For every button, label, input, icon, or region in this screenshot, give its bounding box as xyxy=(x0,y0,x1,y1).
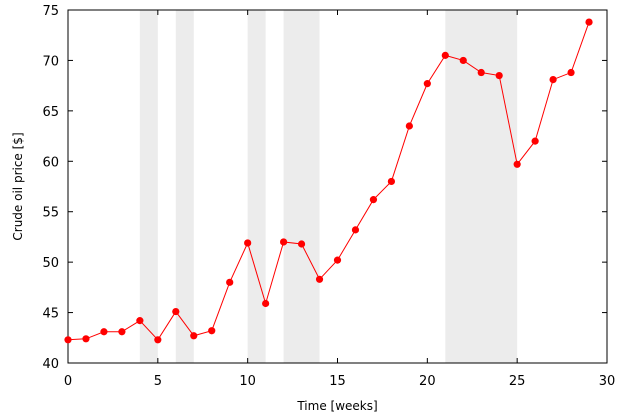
y-tick-label: 75 xyxy=(42,4,59,19)
data-point xyxy=(333,256,342,264)
series-group xyxy=(64,18,593,344)
shaded-interval xyxy=(283,10,320,363)
data-point xyxy=(280,238,288,246)
data-point xyxy=(297,240,306,248)
data-point xyxy=(405,122,413,130)
data-point xyxy=(369,196,378,204)
data-point xyxy=(244,239,252,247)
shaded-interval xyxy=(247,10,266,363)
shaded-interval xyxy=(139,10,158,363)
x-tick-label: 25 xyxy=(509,374,526,389)
x-tick-label: 5 xyxy=(154,374,162,389)
x-tick-label: 20 xyxy=(419,374,436,389)
data-point xyxy=(315,275,324,283)
y-tick-label: 50 xyxy=(42,256,59,271)
data-point xyxy=(585,18,593,26)
data-point xyxy=(513,160,521,168)
x-tick-label: 0 xyxy=(64,374,72,389)
shaded-intervals xyxy=(139,10,518,363)
data-point xyxy=(351,226,360,234)
y-tick-label: 70 xyxy=(42,54,59,69)
data-point xyxy=(190,332,198,340)
data-point xyxy=(226,278,234,286)
data-point xyxy=(82,335,90,343)
data-point xyxy=(172,307,180,316)
x-tick-label: 15 xyxy=(329,374,346,389)
y-tick-label: 45 xyxy=(42,307,59,322)
data-point xyxy=(459,56,467,65)
x-tick-label: 30 xyxy=(599,374,616,389)
x-axis-label: Time [weeks] xyxy=(296,399,377,413)
data-point xyxy=(136,317,144,325)
data-point xyxy=(387,177,395,186)
data-point xyxy=(441,51,449,59)
y-tick-label: 40 xyxy=(42,357,59,372)
data-point xyxy=(100,328,108,336)
data-point xyxy=(154,336,162,344)
data-point xyxy=(118,328,126,336)
x-axis: 0 5 10 15 20 25 30 xyxy=(64,10,615,389)
y-tick-label: 60 xyxy=(42,155,59,170)
shaded-interval xyxy=(175,10,194,363)
y-axis-label: Crude oil price [$] xyxy=(11,132,25,240)
data-point xyxy=(423,80,431,88)
data-point xyxy=(567,68,575,77)
y-axis: 40 45 50 55 60 65 70 75 xyxy=(42,4,607,372)
data-point xyxy=(495,71,503,80)
y-tick-label: 65 xyxy=(42,105,59,120)
data-point xyxy=(208,327,216,335)
data-point xyxy=(477,68,485,77)
data-point xyxy=(64,336,72,344)
data-point xyxy=(549,75,557,84)
data-point xyxy=(262,299,270,308)
series-line xyxy=(67,21,590,341)
shaded-interval xyxy=(445,10,518,363)
x-tick-label: 10 xyxy=(239,374,256,389)
y-tick-label: 55 xyxy=(42,206,59,221)
data-point xyxy=(531,137,539,145)
